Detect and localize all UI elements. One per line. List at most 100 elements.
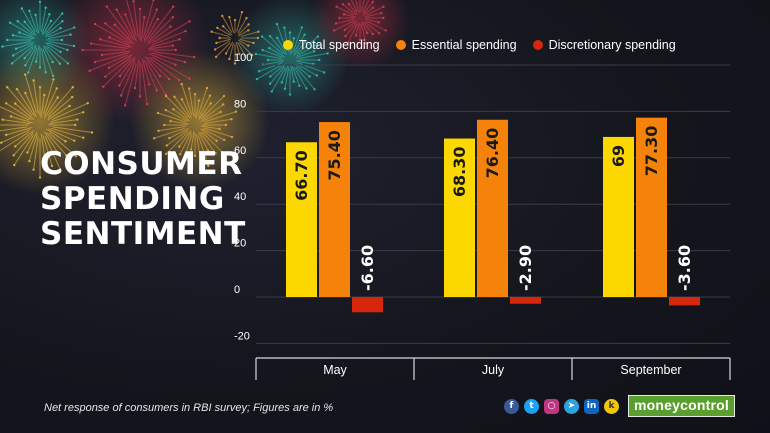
firework-dot <box>247 23 250 26</box>
firework-spark <box>237 42 246 56</box>
firework-dot <box>50 164 54 168</box>
moneycontrol-logo[interactable]: moneycontrol <box>628 395 735 417</box>
firework-dot <box>214 55 218 59</box>
firework-dot <box>308 75 311 78</box>
firework-spark <box>236 12 243 32</box>
title-line: CONSUMER <box>40 146 243 182</box>
firework-spark <box>228 43 235 60</box>
firework-spark <box>124 63 137 106</box>
firework-spark <box>179 132 192 155</box>
firework-spark <box>13 132 34 156</box>
firework-dot <box>316 35 320 38</box>
firework-spark <box>134 59 140 89</box>
firework-dot <box>59 26 62 30</box>
firework-spark <box>33 80 39 114</box>
firework-spark <box>144 18 159 43</box>
firework-spark <box>361 21 368 34</box>
footnote: Net response of consumers in RBI survey;… <box>44 402 334 414</box>
firework-spark <box>42 48 54 77</box>
firework-dot <box>257 30 260 33</box>
firework-dot <box>213 48 217 51</box>
firework-spark <box>240 31 259 37</box>
firework-dot <box>343 28 347 32</box>
firework-dot <box>68 104 71 108</box>
firework-spark <box>24 44 37 59</box>
firework-dot <box>104 22 107 25</box>
firework-spark <box>151 30 186 46</box>
firework-spark <box>238 24 249 35</box>
firework-spark <box>14 103 35 121</box>
bar <box>444 138 475 297</box>
firework-dot <box>178 38 181 41</box>
firework-spark <box>120 61 136 96</box>
firework-spark <box>143 59 158 91</box>
firework-spark <box>350 0 358 13</box>
firework-spark <box>47 105 70 121</box>
instagram-icon[interactable]: ○ <box>544 398 559 414</box>
firework-spark <box>292 27 303 53</box>
x-tick-label: July <box>482 363 505 377</box>
telegram-icon[interactable]: ➤ <box>564 398 579 414</box>
firework-dot <box>124 13 127 16</box>
firework-spark <box>100 38 131 48</box>
firework-dot <box>5 102 8 105</box>
firework-dot <box>90 131 94 134</box>
firework-dot <box>105 5 108 8</box>
firework-spark <box>344 20 357 31</box>
firework-spark <box>147 6 174 40</box>
firework-spark <box>222 25 233 36</box>
firework-spark <box>42 45 54 63</box>
firework-dot <box>358 38 362 42</box>
firework-dot <box>252 41 255 45</box>
firework-spark <box>89 54 128 72</box>
title-line: SENTIMENT <box>40 216 246 252</box>
firework-spark <box>181 99 193 119</box>
koo-icon[interactable]: k <box>604 398 619 414</box>
firework-spark <box>262 49 284 58</box>
firework-spark <box>119 56 136 77</box>
firework-dot <box>292 80 296 83</box>
firework-dot <box>303 33 306 36</box>
firework-spark <box>48 128 75 142</box>
firework-spark <box>149 38 180 48</box>
firework-spark <box>342 3 357 15</box>
firework-spark <box>102 58 132 88</box>
firework-dot <box>24 73 27 76</box>
twitter-icon[interactable]: t <box>524 398 539 414</box>
firework-dot <box>315 43 319 46</box>
firework-dot <box>107 66 111 70</box>
firework-dot <box>288 93 292 96</box>
firework-dot <box>64 140 67 143</box>
firework-spark <box>238 39 249 47</box>
firework-spark <box>201 111 221 123</box>
firework-spark <box>295 50 315 59</box>
firework-dot <box>300 26 304 29</box>
firework-dot <box>313 88 316 91</box>
linkedin-icon[interactable]: in <box>584 398 599 414</box>
facebook-icon[interactable]: f <box>504 398 519 414</box>
firework-spark <box>174 96 191 119</box>
y-tick-label: 40 <box>234 191 246 203</box>
chart-legend: Total spending Essential spending Discre… <box>283 37 676 53</box>
firework-dot <box>210 30 213 33</box>
firework-dot <box>118 74 122 78</box>
firework-dot <box>44 6 47 9</box>
x-tick-label: May <box>323 363 347 377</box>
firework-dot <box>74 123 77 127</box>
firework-spark <box>235 41 240 55</box>
firework-spark <box>204 127 233 138</box>
firework-dot <box>269 75 272 78</box>
firework-dot <box>71 95 74 99</box>
firework-dot <box>233 18 237 22</box>
firework-dot <box>168 136 171 140</box>
firework-dot <box>34 60 38 63</box>
firework-dot <box>378 32 381 35</box>
firework-dot <box>26 151 29 154</box>
firework-dot <box>164 152 168 156</box>
firework-spark <box>109 36 133 48</box>
firework-spark <box>355 0 360 13</box>
firework-spark <box>47 86 74 116</box>
firework-spark <box>148 45 173 50</box>
firework-dot <box>298 84 301 87</box>
firework-dot <box>10 62 14 65</box>
